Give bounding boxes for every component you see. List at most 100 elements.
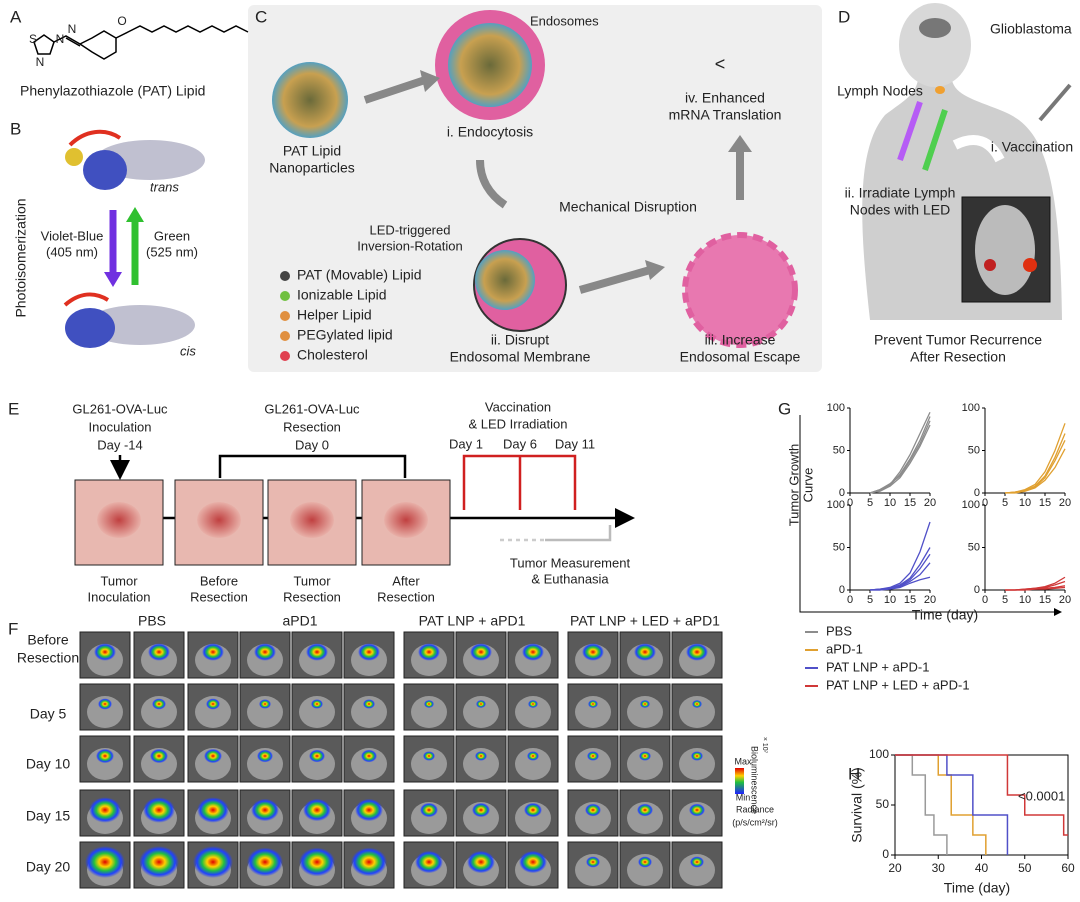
photo-caption: Tumor	[100, 573, 138, 588]
p-value: <0.0001	[1018, 788, 1065, 803]
photo-caption: Resection	[377, 589, 435, 604]
signal	[358, 643, 380, 661]
row-label: Before	[27, 632, 68, 648]
signal	[259, 699, 271, 709]
survival-curve	[895, 754, 987, 855]
symbol: <	[715, 54, 726, 74]
panel-letter: B	[10, 119, 21, 138]
signal	[637, 803, 653, 817]
x-tick-label: 5	[1002, 497, 1008, 509]
step-label: Endosomal Membrane	[450, 349, 591, 365]
isomer-label: cis	[180, 343, 196, 358]
signal	[206, 698, 220, 710]
legend-label: aPD-1	[826, 641, 863, 656]
signal	[587, 751, 599, 761]
row-label: Day 20	[26, 859, 71, 875]
x-tick-label: 15	[1039, 594, 1051, 606]
mouse-body	[299, 748, 335, 780]
tumor	[384, 502, 428, 538]
legend-swatch	[280, 351, 290, 361]
label: Mechanical Disruption	[559, 199, 697, 215]
atom-label: N	[56, 32, 65, 46]
y-tick-label: 0	[839, 584, 845, 596]
panel-c-background	[248, 5, 822, 372]
signal	[254, 643, 276, 661]
x-tick-label: 15	[1039, 497, 1051, 509]
mouse-body	[575, 696, 611, 728]
mouse-body	[627, 854, 663, 886]
mouse-body	[195, 696, 231, 728]
axis-title: Time (day)	[944, 880, 1010, 896]
label: GL261-OVA-Luc	[264, 401, 360, 416]
mouse-body	[575, 802, 611, 834]
colorbar-label: Min	[736, 792, 751, 802]
y-tick-label: 100	[962, 402, 980, 414]
signal	[588, 700, 598, 708]
mouse-body	[299, 696, 335, 728]
signal	[98, 698, 112, 710]
step-label: iv. Enhanced	[685, 90, 765, 106]
photo-caption: Tumor	[293, 573, 331, 588]
x-tick-label: 20	[1059, 497, 1071, 509]
y-tick-label: 100	[962, 499, 980, 511]
wavelength-label: (525 nm)	[146, 244, 198, 259]
body-illustration	[840, 3, 1072, 373]
signal	[476, 700, 486, 708]
signal	[96, 748, 114, 764]
signal	[467, 850, 495, 874]
lnp-illustration	[272, 10, 798, 348]
x-tick-label: 10	[1019, 594, 1031, 606]
signal	[689, 803, 705, 817]
step-label: i. Endocytosis	[447, 124, 533, 140]
outer-axis	[799, 415, 1062, 616]
signal	[424, 700, 434, 708]
legend-swatch	[280, 331, 290, 341]
legend-label: Cholesterol	[297, 347, 368, 363]
mouse-body	[679, 748, 715, 780]
signal	[204, 748, 222, 764]
signal	[89, 797, 121, 823]
signal	[585, 803, 601, 817]
signal	[472, 802, 490, 818]
signal	[148, 643, 170, 661]
axis-title: Time (day)	[912, 607, 978, 623]
label: ii. Irradiate Lymph	[845, 185, 956, 201]
tumor	[97, 502, 141, 538]
signal	[686, 643, 708, 661]
atom-label: N	[36, 55, 45, 69]
label: Tumor Measurement	[510, 555, 631, 570]
panel-letter: D	[838, 7, 850, 26]
group-label: aPD1	[282, 613, 317, 629]
label: Vaccination	[485, 399, 551, 414]
x-tick-label: 5	[867, 594, 873, 606]
mouse-body	[627, 802, 663, 834]
label: i. Vaccination	[991, 139, 1073, 155]
photo-caption: Before	[200, 573, 238, 588]
mouse-body	[411, 696, 447, 728]
legend-label: PEGylated lipid	[297, 327, 393, 343]
group-label: PBS	[138, 613, 166, 629]
chemical-structure	[33, 25, 249, 60]
x-tick-label: 15	[904, 497, 916, 509]
growth-curve	[869, 411, 931, 494]
label: & Euthanasia	[531, 571, 609, 586]
y-tick-label: 100	[827, 402, 845, 414]
signal	[415, 850, 443, 874]
molecule-illustration	[63, 129, 205, 348]
axis-title: Survival (%)	[849, 767, 865, 842]
atom-label: S	[29, 32, 37, 46]
label: PAT Lipid	[283, 143, 341, 159]
atom-label: N	[68, 22, 77, 36]
signal	[303, 798, 331, 822]
colorbar-label: (p/s/cm²/sr)	[732, 817, 778, 827]
survival-curve	[895, 754, 948, 855]
step-label: ii. Disrupt	[491, 332, 549, 348]
y-tick-label: 0	[882, 847, 889, 861]
signal	[152, 698, 166, 710]
panel-letter: E	[8, 399, 19, 418]
row-label: Resection	[17, 650, 79, 666]
signal	[582, 643, 604, 661]
x-tick-label: 20	[888, 861, 902, 875]
mouse-body	[351, 748, 387, 780]
plot-frame	[894, 754, 1069, 856]
